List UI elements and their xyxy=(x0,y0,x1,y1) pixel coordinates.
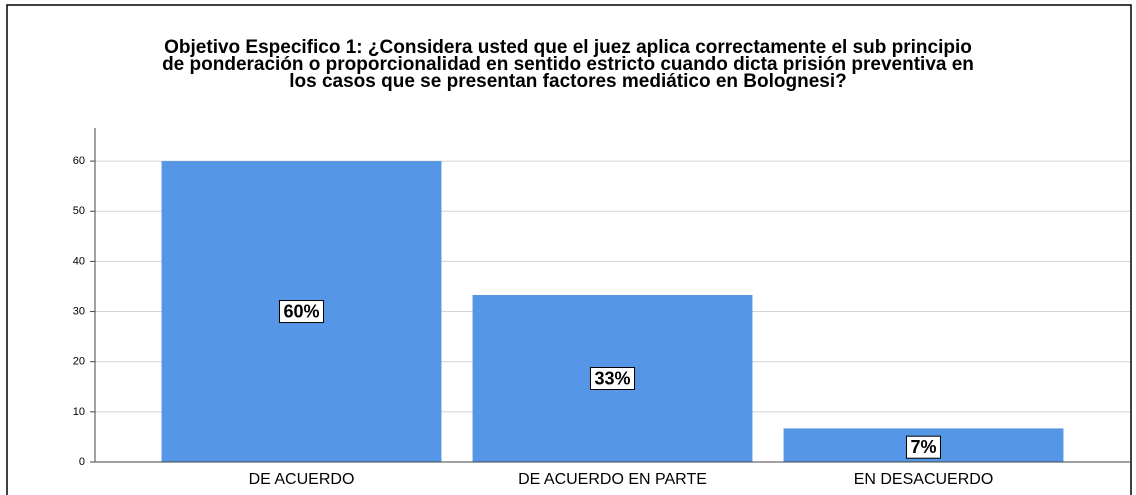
chart-title: Objetivo Especifico 1: ¿Considera usted … xyxy=(164,37,972,58)
chart-title: los casos que se presentan factores medi… xyxy=(289,71,847,92)
y-tick-label: 30 xyxy=(73,305,85,317)
value-label-box xyxy=(905,435,942,459)
value-label: 7% xyxy=(910,437,936,457)
y-tick-label: 50 xyxy=(73,205,85,217)
value-label-box xyxy=(589,367,636,390)
y-tick-label: 10 xyxy=(73,406,85,418)
y-tick-label: 40 xyxy=(73,255,85,267)
value-label: 33% xyxy=(594,368,630,388)
x-tick-label: DE ACUERDO EN PARTE xyxy=(518,471,707,488)
y-tick-label: 0 xyxy=(79,456,85,468)
value-label: 60% xyxy=(283,301,319,321)
value-label-box xyxy=(278,300,325,324)
chart-title: de ponderación o proporcionalidad en sen… xyxy=(162,54,974,75)
y-tick-label: 60 xyxy=(73,155,85,167)
x-tick-label: DE ACUERDO xyxy=(249,471,355,488)
y-tick-label: 20 xyxy=(73,356,85,368)
x-tick-label: EN DESACUERDO xyxy=(854,471,994,488)
